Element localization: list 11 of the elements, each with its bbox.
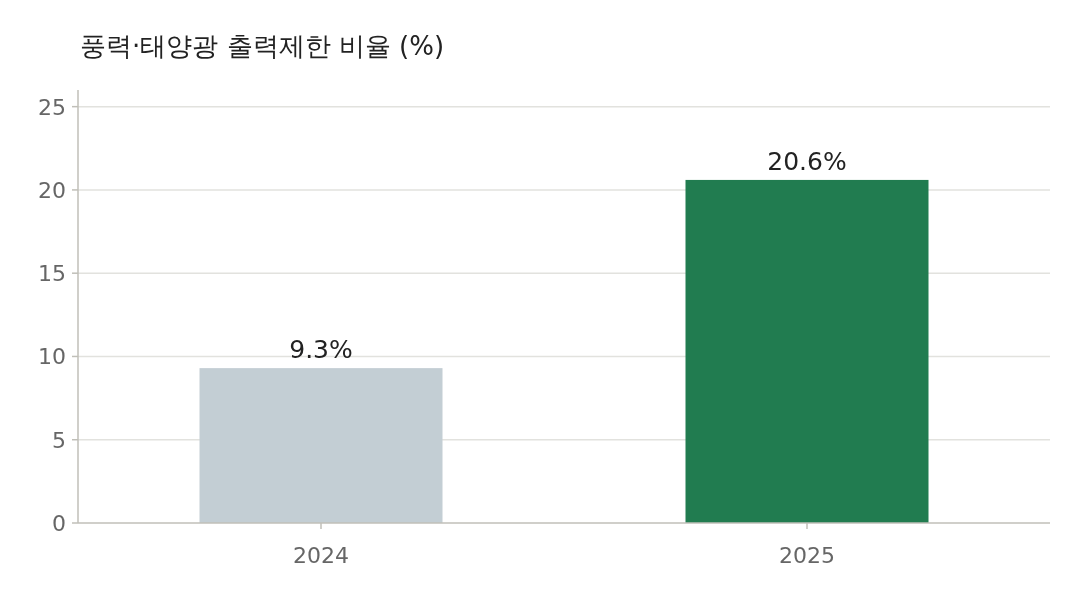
x-tick-label: 2025 bbox=[779, 543, 835, 568]
y-tick-label: 5 bbox=[52, 427, 66, 453]
y-tick-label: 0 bbox=[52, 511, 66, 536]
y-tick-label: 10 bbox=[38, 344, 66, 370]
y-tick-label: 25 bbox=[38, 94, 66, 120]
y-tick-label: 15 bbox=[38, 261, 66, 287]
x-tick-label: 2024 bbox=[293, 543, 349, 568]
data-label: 9.3% bbox=[289, 335, 353, 365]
chart-title: 풍력·태양광 출력제한 비율 (%) bbox=[80, 31, 445, 61]
data-label: 20.6% bbox=[767, 146, 847, 176]
y-tick-label: 20 bbox=[38, 177, 66, 203]
